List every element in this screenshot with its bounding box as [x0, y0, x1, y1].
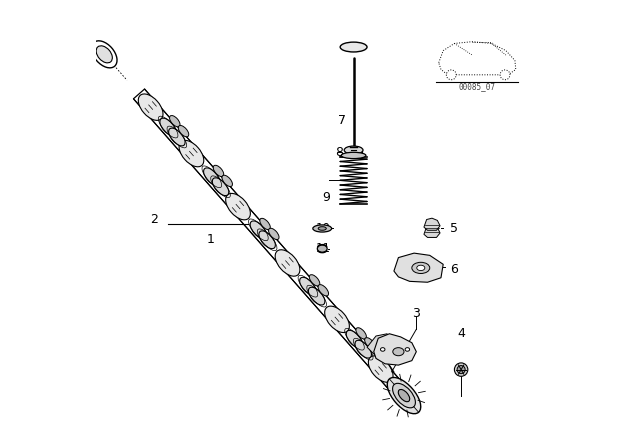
Ellipse shape	[380, 348, 385, 351]
Ellipse shape	[387, 378, 420, 414]
Ellipse shape	[417, 265, 425, 271]
Ellipse shape	[324, 306, 349, 332]
Ellipse shape	[393, 348, 404, 356]
Ellipse shape	[300, 277, 316, 295]
Polygon shape	[346, 150, 362, 155]
Ellipse shape	[275, 250, 300, 276]
Ellipse shape	[308, 287, 325, 305]
Ellipse shape	[179, 125, 189, 137]
Text: 00085_07: 00085_07	[458, 82, 495, 91]
Polygon shape	[424, 225, 440, 237]
Ellipse shape	[260, 218, 270, 230]
Ellipse shape	[457, 366, 465, 374]
Ellipse shape	[318, 284, 328, 296]
Ellipse shape	[356, 327, 366, 339]
Ellipse shape	[259, 231, 275, 249]
Ellipse shape	[317, 245, 327, 252]
Ellipse shape	[168, 128, 185, 146]
Polygon shape	[439, 42, 516, 75]
Text: 9: 9	[323, 190, 330, 204]
Text: 4: 4	[457, 327, 465, 340]
Text: 3: 3	[412, 307, 420, 320]
Text: 10: 10	[316, 222, 331, 235]
Ellipse shape	[138, 94, 163, 121]
Ellipse shape	[344, 146, 363, 154]
Ellipse shape	[355, 340, 371, 358]
Text: 1: 1	[206, 233, 214, 246]
Polygon shape	[394, 253, 443, 282]
Ellipse shape	[365, 338, 375, 349]
Ellipse shape	[226, 194, 250, 220]
Ellipse shape	[213, 165, 224, 177]
Ellipse shape	[398, 389, 410, 402]
Ellipse shape	[346, 330, 363, 348]
Polygon shape	[134, 89, 415, 407]
Ellipse shape	[212, 178, 228, 196]
Ellipse shape	[405, 348, 410, 351]
Ellipse shape	[170, 116, 180, 127]
Ellipse shape	[369, 356, 393, 382]
Ellipse shape	[222, 175, 232, 186]
Ellipse shape	[92, 41, 117, 68]
Ellipse shape	[341, 152, 366, 159]
Ellipse shape	[313, 225, 332, 232]
Ellipse shape	[160, 118, 177, 136]
Text: 11: 11	[316, 242, 331, 255]
Ellipse shape	[318, 227, 326, 230]
Ellipse shape	[392, 383, 415, 408]
Polygon shape	[367, 334, 387, 356]
Polygon shape	[424, 218, 440, 230]
Ellipse shape	[412, 262, 430, 273]
Ellipse shape	[340, 42, 367, 52]
Text: 5: 5	[451, 222, 458, 235]
Ellipse shape	[500, 70, 510, 80]
Ellipse shape	[204, 168, 220, 185]
Ellipse shape	[446, 70, 456, 80]
Ellipse shape	[309, 275, 320, 286]
Polygon shape	[374, 334, 417, 365]
Ellipse shape	[269, 228, 279, 240]
Ellipse shape	[96, 46, 113, 63]
Ellipse shape	[250, 221, 267, 239]
Ellipse shape	[179, 140, 204, 167]
Text: 8: 8	[335, 146, 343, 159]
Ellipse shape	[454, 363, 468, 376]
Text: 7: 7	[337, 114, 346, 128]
Text: 2: 2	[150, 213, 158, 226]
Text: 6: 6	[451, 263, 458, 276]
